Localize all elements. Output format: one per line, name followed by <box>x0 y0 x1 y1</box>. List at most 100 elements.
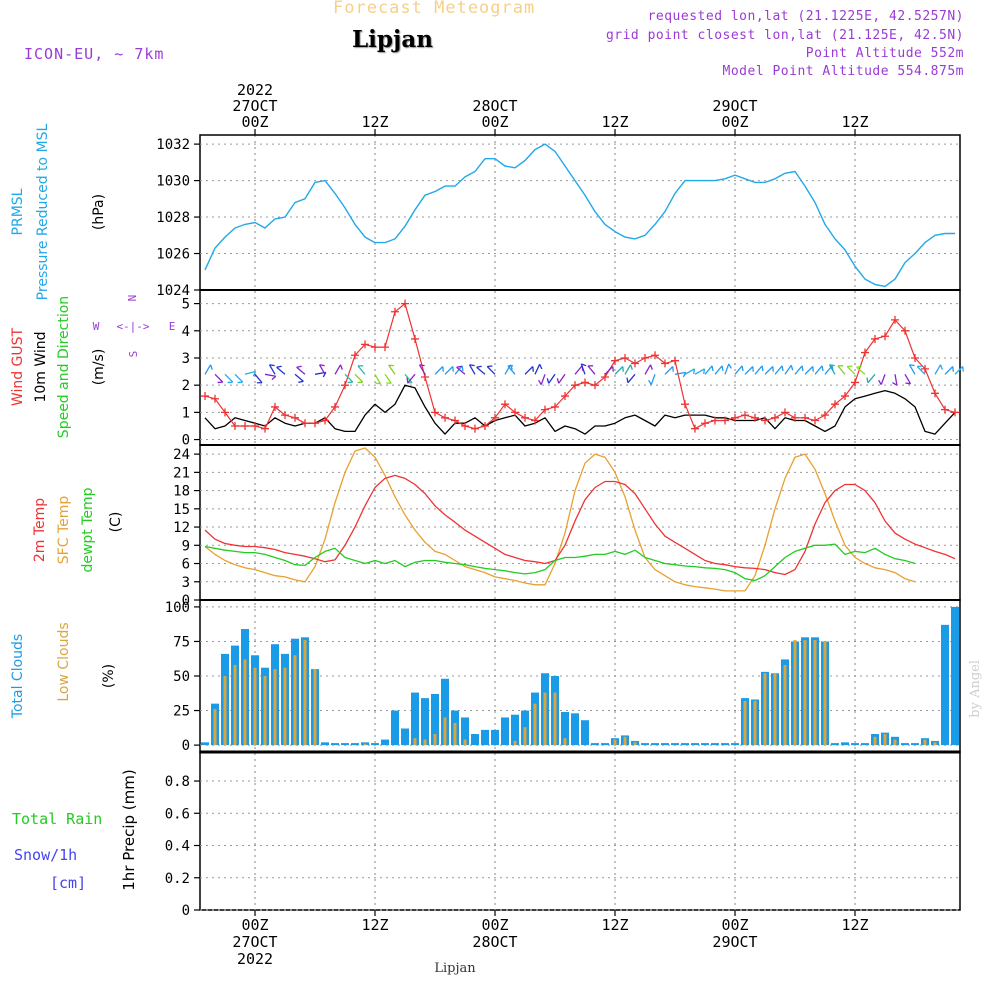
low-cloud-bar <box>743 700 747 746</box>
low-cloud-bar <box>623 736 627 746</box>
wind-gust-marker <box>891 315 899 324</box>
wind-direction-barb <box>824 365 834 375</box>
wind-direction-barb <box>648 374 656 385</box>
bottom-time-label: 00Z <box>481 916 508 934</box>
wind-gust-marker <box>651 351 659 360</box>
wind-gust-marker <box>251 421 259 430</box>
footer-location: Lipjan <box>434 961 476 976</box>
total-cloud-bar <box>441 678 449 746</box>
y-tick-label: 24 <box>173 447 190 463</box>
y-tick-label: 100 <box>165 600 190 616</box>
total-cloud-bar <box>641 743 649 746</box>
snow-label: Snow/1h <box>14 846 77 864</box>
wind-direction-barb <box>784 364 794 375</box>
wind-gust-marker <box>901 326 909 335</box>
total-cloud-bar <box>681 743 689 746</box>
low-cloud-bar <box>263 676 267 746</box>
wind-direction-barb <box>546 373 556 384</box>
wind-gust-marker <box>881 332 889 341</box>
low-cloud-bar <box>793 640 797 746</box>
wind-direction-barb <box>468 364 476 375</box>
wind-direction-barb <box>892 374 898 386</box>
wind-direction-barb <box>344 373 354 384</box>
wind-direction-barb <box>878 374 886 385</box>
wind-direction-barb <box>318 364 326 375</box>
wind-direction-barb <box>538 374 546 385</box>
wind-gust-marker <box>451 416 459 425</box>
low-cloud-bar <box>773 673 777 746</box>
low-cloud-bar <box>223 676 227 746</box>
wind-direction-barb <box>418 364 426 375</box>
y-tick-label: 4 <box>182 324 190 340</box>
low-cloud-bar <box>423 739 427 746</box>
wind-gust-marker <box>381 343 389 352</box>
wind-gust-marker <box>931 389 939 398</box>
wind-gust-marker <box>221 408 229 417</box>
wind-direction-barb <box>837 365 846 375</box>
total-cloud-bar <box>671 743 679 746</box>
low-cloud-bar <box>433 734 437 746</box>
sfc-temp-label: SFC Temp <box>56 496 72 565</box>
wind-direction-barb <box>846 365 856 375</box>
wind-direction-barb <box>388 364 396 375</box>
wind-gust-marker <box>341 381 349 390</box>
low-cloud-bar <box>463 739 467 746</box>
wind-gust-marker <box>691 424 699 433</box>
y-tick-label: 3 <box>182 351 190 367</box>
y-tick-label: 1026 <box>156 247 190 263</box>
wind-gust-marker <box>531 416 539 425</box>
low-cloud-bar <box>923 739 927 746</box>
wind-direction-barb <box>904 373 912 385</box>
wind-direction-barb <box>934 364 943 375</box>
y-tick-label: 1028 <box>156 210 190 226</box>
wind-gust-marker <box>921 364 929 373</box>
low-cloud-bar <box>823 641 827 746</box>
wind-gust-marker <box>291 413 299 422</box>
total-cloud-bar <box>381 739 389 746</box>
wind-direction-barb <box>774 365 784 375</box>
wind-direction-barb <box>556 373 566 384</box>
y-tick-label: 50 <box>173 669 190 685</box>
y-tick-label: 1 <box>182 405 190 421</box>
wind-direction-barb <box>507 365 516 375</box>
top-time-label: 12Z <box>841 113 868 131</box>
total-cloud-bar <box>581 720 589 746</box>
wind-direction-barb <box>296 365 306 375</box>
dewpoint-label: dewpt Temp <box>80 487 96 572</box>
total-cloud-bar <box>471 734 479 746</box>
wind-gust-marker <box>471 424 479 433</box>
total-cloud-bar <box>701 743 709 746</box>
wind-direction-barb <box>294 373 304 383</box>
y-tick-label: 0.6 <box>165 806 190 822</box>
total-cloud-bar <box>951 606 959 746</box>
low-cloud-bar <box>303 640 307 746</box>
wind-gust-marker <box>711 416 719 425</box>
wind-direction-barb <box>626 373 636 384</box>
wind-gust-marker <box>811 416 819 425</box>
wind-direction-barb <box>804 366 814 375</box>
wind-direction-barb <box>828 364 836 375</box>
total-cloud-bar <box>911 743 919 746</box>
low-cloud-bar <box>783 664 787 746</box>
wind-direction-label: Speed and Direction <box>56 296 72 438</box>
wind-gust-marker <box>211 394 219 403</box>
pressure-title: PRMSL <box>10 188 26 235</box>
wind-gust-marker <box>461 421 469 430</box>
wind-gust-marker <box>511 408 519 417</box>
wind-direction-barb <box>694 368 706 375</box>
temp-2m-line <box>204 474 956 576</box>
y-tick-label: 0 <box>182 738 190 754</box>
bottom-time-label: 00Z <box>241 916 268 934</box>
total-cloud-bar <box>561 711 569 746</box>
total-cloud-bar <box>431 693 439 746</box>
low-cloud-bar <box>763 673 767 746</box>
wind-direction-barb <box>764 366 774 375</box>
wind-direction-barb <box>244 370 257 377</box>
low-cloud-bar <box>813 640 817 746</box>
pressure-line <box>204 143 955 288</box>
y-tick-label: 0.2 <box>165 871 190 887</box>
total-cloud-bar <box>651 743 659 746</box>
wind-gust-marker <box>501 400 509 409</box>
compass-east: E <box>169 320 176 333</box>
